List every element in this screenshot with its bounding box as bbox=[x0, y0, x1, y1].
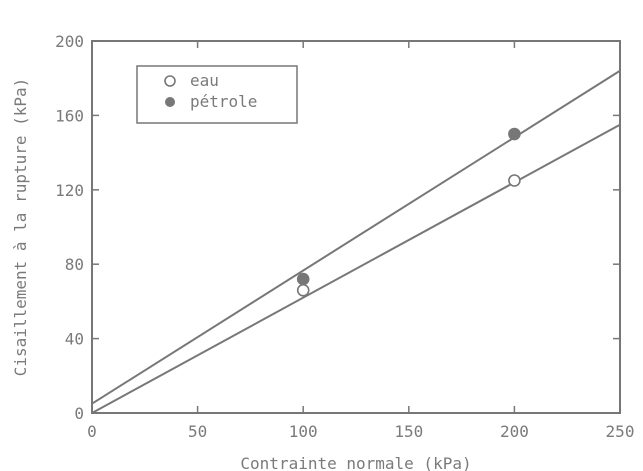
data-points bbox=[296, 127, 521, 297]
x-tick-label: 50 bbox=[188, 422, 207, 441]
data-point-series-1 bbox=[508, 127, 521, 141]
legend-box bbox=[136, 65, 298, 124]
data-point-series-0 bbox=[296, 283, 310, 297]
y-tick-label: 120 bbox=[55, 181, 84, 200]
plot-area bbox=[91, 40, 621, 414]
y-tick-label: 40 bbox=[65, 330, 84, 349]
x-tick-label: 100 bbox=[289, 422, 318, 441]
y-tick-label: 160 bbox=[55, 106, 84, 125]
fit-line-series-0 bbox=[91, 123, 621, 414]
data-point-series-1 bbox=[296, 272, 310, 286]
fit-line-series-1 bbox=[91, 69, 621, 405]
x-tick-label: 200 bbox=[500, 422, 529, 441]
y-tick-label: 0 bbox=[74, 404, 84, 423]
y-axis-ticks: 0 40 80 120 160 200 bbox=[55, 32, 620, 423]
legend-marker-eau bbox=[164, 75, 176, 87]
x-axis-ticks: 0 50 100 150 200 250 bbox=[87, 41, 634, 441]
legend-label-petrole: pétrole bbox=[190, 92, 257, 111]
data-point-series-0 bbox=[508, 174, 521, 187]
legend-label-eau: eau bbox=[190, 71, 219, 90]
x-axis-title: Contrainte normale (kPa) bbox=[240, 454, 471, 471]
fit-lines bbox=[91, 69, 621, 414]
x-tick-label: 250 bbox=[606, 422, 635, 441]
x-tick-label: 150 bbox=[394, 422, 423, 441]
y-tick-label: 80 bbox=[65, 255, 84, 274]
legend-marker-petrole bbox=[165, 97, 175, 107]
legend: eau pétrole bbox=[136, 65, 298, 124]
x-tick-label: 0 bbox=[87, 422, 97, 441]
y-tick-label: 200 bbox=[55, 32, 84, 51]
y-axis-title: Cisaillement à la rupture (kPa) bbox=[11, 78, 30, 377]
